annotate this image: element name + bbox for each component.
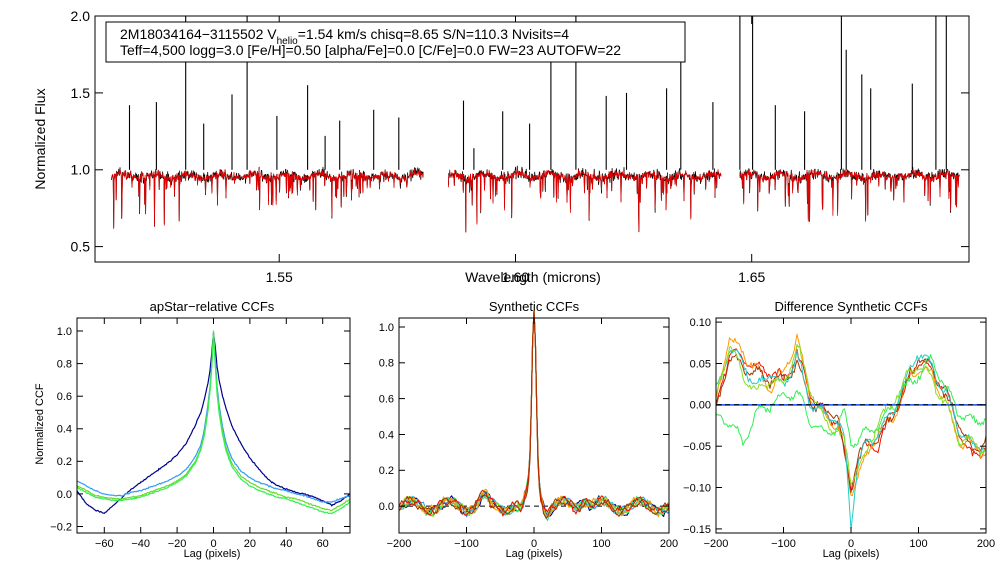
synthetic-ccf-title: Synthetic CCFs: [489, 299, 580, 314]
info-line-1: 2M18034164−3115502 Vhelio=1.54 km/s chis…: [120, 26, 569, 47]
difference-ccf-xtick-label: −100: [771, 538, 796, 550]
synthetic-ccf-ytick-label: 1.0: [379, 322, 394, 334]
spectrum-ytick-label: 2.0: [71, 8, 91, 24]
apstar-ccf-xtick-label: 0: [210, 538, 216, 550]
apstar-ccf-ytick-label: 0.2: [57, 456, 72, 468]
synthetic-ccf-axes: −200 −100 0 100 200 0.0 0.2 0.4 0.6 0.8 1.0: [379, 318, 678, 550]
apstar-ccf-xtick-label: 20: [244, 538, 256, 550]
synthetic-ccf-xtick-label: −200: [387, 538, 412, 550]
apstar-ccf-series-blue: [76, 331, 351, 503]
apstar-ccf-series-navy: [76, 332, 351, 515]
synthetic-ccf-series-orange: [398, 310, 670, 518]
synthetic-ccf-ytick-label: 0.0: [379, 501, 394, 513]
apstar-ccf-ytick-label: 0.4: [57, 424, 72, 436]
synthetic-ccf-series-lime: [398, 310, 670, 518]
apstar-ccf-ytick-label: 1.0: [57, 326, 72, 338]
difference-ccf-series-cyan: [715, 349, 987, 531]
info-line-2: Teff=4,500 logg=3.0 [Fe/H]=0.50 [alpha/F…: [120, 42, 621, 58]
difference-ccf-ytick-label: 0.05: [690, 358, 711, 370]
difference-ccf-x-label: Lag (pixels): [823, 548, 880, 560]
difference-ccf-series-brown: [715, 353, 987, 494]
difference-ccf-frame: [715, 317, 987, 534]
spectrum-x-label: Wavelength (microns): [465, 269, 601, 285]
difference-ccf-ytick-label: 0.10: [690, 317, 711, 329]
synthetic-ccf-plot-area: [398, 310, 670, 521]
spectrum-ytick-label: 1.0: [71, 162, 91, 178]
spectrum-axes: 1.55 1.60 1.65 0.5 1.0 1.5 2.0: [71, 8, 969, 285]
difference-ccf-xtick-label: 100: [909, 538, 927, 550]
difference-ccf-series-red: [715, 348, 987, 491]
difference-ccf-ytick-label: −0.10: [683, 482, 711, 494]
apstar-ccf-plot-area: [76, 330, 351, 515]
apstar-ccf-axes: −60 −40 −20 0 20 40 60 −0.2 0.0 0.2 0.4 0.6 0.8 1.0: [50, 318, 350, 550]
synthetic-ccf-ytick-label: 0.2: [379, 465, 394, 477]
apstar-ccf-ytick-label: 0.8: [57, 358, 72, 370]
difference-ccf-ytick-label: −0.15: [683, 524, 711, 536]
spectrum-xtick-label: 1.65: [738, 269, 765, 285]
spectrum-ytick-label: 0.5: [71, 239, 91, 255]
synthetic-ccf-series-green: [398, 310, 670, 517]
apstar-ccf-y-label: Normalized CCF: [34, 383, 46, 465]
difference-ccf-panel: Difference Synthetic CCFs −200 −100 0 100 20…: [683, 299, 995, 560]
spectrum-frame: [94, 15, 970, 263]
synthetic-ccf-ytick-label: 0.6: [379, 393, 394, 405]
difference-ccf-title: Difference Synthetic CCFs: [775, 299, 928, 314]
info-line-1-a: 2M18034164−3115502 V: [120, 26, 277, 42]
synthetic-ccf-xtick-label: 0: [531, 538, 537, 550]
synthetic-ccf-panel: Synthetic CCFs −200 −100 0 100 200 0.0 0.2 0.4 0…: [379, 299, 678, 560]
spectrum-xtick-label: 1.55: [266, 269, 293, 285]
apstar-ccf-xtick-label: −60: [95, 538, 114, 550]
difference-ccf-series-orange: [715, 333, 987, 497]
synthetic-ccf-x-label: Lag (pixels): [506, 548, 563, 560]
synthetic-ccf-series-red: [398, 310, 670, 517]
info-line-1-b: =1.54 km/s chisq=8.65 S/N=110.3 Nvisits=…: [298, 26, 570, 42]
spectrum-model-trace: [739, 169, 960, 222]
synthetic-ccf-series-cyan: [398, 310, 670, 521]
difference-ccf-xtick-label: 0: [848, 538, 854, 550]
apstar-ccf-xtick-label: −40: [131, 538, 150, 550]
spectrum-model-trace: [111, 168, 424, 230]
difference-ccf-plot-area: [715, 333, 987, 531]
apstar-ccf-xtick-label: 60: [317, 538, 329, 550]
synthetic-ccf-ytick-label: 0.4: [379, 429, 394, 441]
apstar-ccf-x-label: Lag (pixels): [184, 548, 241, 560]
difference-ccf-series-lime: [715, 343, 987, 485]
spectrum-ytick-label: 1.5: [71, 85, 91, 101]
synthetic-ccf-series-brown: [398, 310, 670, 519]
synthetic-ccf-xtick-label: −100: [454, 538, 479, 550]
apstar-ccf-xtick-label: 40: [280, 538, 292, 550]
difference-ccf-series-green: [715, 354, 987, 448]
apstar-ccf-series-green: [76, 334, 351, 515]
synthetic-ccf-xtick-label: 200: [660, 538, 678, 550]
apstar-ccf-panel: apStar−relative CCFs −60 −40 −20 0 20 40 60 −0.…: [34, 299, 351, 560]
difference-ccf-ytick-label: −0.05: [683, 441, 711, 453]
difference-ccf-ytick-label: 0.00: [690, 400, 711, 412]
synthetic-ccf-series-blue: [398, 310, 670, 518]
spectrum-xtick-label: 1.60: [502, 269, 529, 285]
difference-ccf-xtick-label: 200: [977, 538, 995, 550]
spectrum-y-label: Normalized Flux: [32, 88, 48, 189]
spectrum-info-box: 2M18034164−3115502 Vhelio=1.54 km/s chis…: [105, 21, 686, 63]
spectrum-model-trace: [448, 167, 722, 233]
apstar-ccf-ytick-label: −0.2: [50, 521, 72, 533]
synthetic-ccf-series-navy: [398, 310, 670, 518]
synthetic-ccf-ytick-label: 0.8: [379, 358, 394, 370]
apstar-ccf-ytick-label: 0.6: [57, 391, 72, 403]
spectrum-panel: 1.55 1.60 1.65 0.5 1.0 1.5 2.0 2M18034164−3115…: [32, 8, 970, 285]
synthetic-ccf-xtick-label: 100: [592, 538, 610, 550]
apstar-ccf-series-lime: [76, 330, 351, 512]
difference-ccf-axes: −200 −100 0 100 200 −0.15 −0.10 −0.05 0.00 0.05 0.…: [683, 317, 995, 550]
info-box-frame: [105, 21, 686, 63]
apstar-ccf-xtick-label: −20: [168, 538, 187, 550]
apstar-ccf-title: apStar−relative CCFs: [150, 299, 275, 314]
spectrum-plot-area: [111, 16, 960, 233]
info-line-1-sub: helio: [277, 36, 299, 47]
apstar-ccf-ytick-label: 0.0: [57, 489, 72, 501]
difference-ccf-xtick-label: −200: [704, 538, 729, 550]
